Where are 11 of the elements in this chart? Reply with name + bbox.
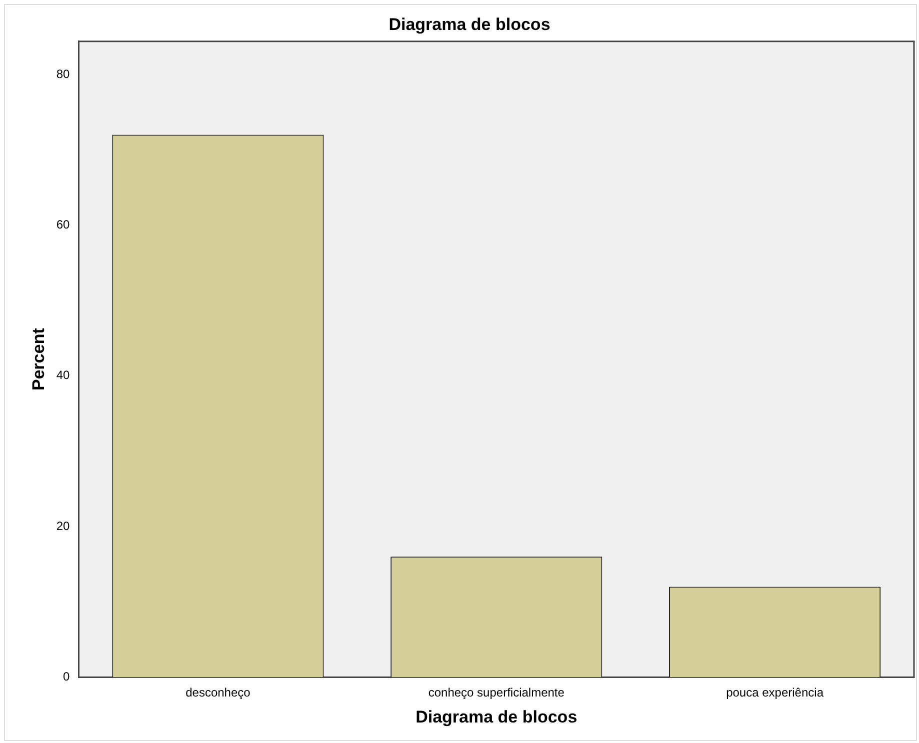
x-axis-title: Diagrama de blocos: [416, 707, 578, 726]
y-tick-label: 20: [56, 518, 70, 533]
x-tick-label: desconheço: [186, 686, 251, 700]
y-axis-title: Percent: [28, 328, 48, 390]
y-tick-label: 60: [56, 218, 70, 232]
x-tick-label: pouca experiência: [726, 686, 824, 700]
y-tick-label: 40: [56, 368, 70, 382]
y-tick-label: 80: [56, 66, 70, 81]
chart-title: Diagrama de blocos: [388, 14, 550, 34]
x-tick-label: conheço superficialmente: [428, 686, 565, 700]
y-tick-label: 0: [63, 670, 70, 684]
